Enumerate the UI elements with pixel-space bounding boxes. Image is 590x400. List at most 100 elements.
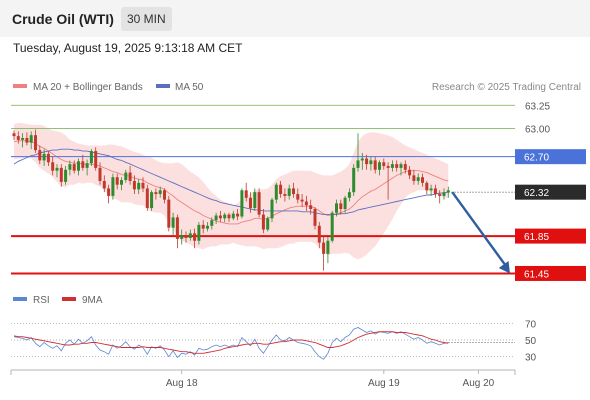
candle-body (16, 136, 20, 140)
candle-body (38, 150, 42, 161)
candle-body (89, 151, 93, 164)
candle-body (386, 166, 390, 168)
candle-body (356, 160, 360, 168)
candle-body (68, 164, 72, 170)
candle (270, 197, 274, 223)
candle-body (85, 163, 89, 168)
candle (218, 210, 222, 223)
candle (128, 166, 132, 185)
candle-body (309, 205, 313, 209)
candle (214, 212, 218, 224)
candle-body (283, 194, 287, 196)
candle-body (128, 172, 132, 181)
candle (197, 222, 201, 245)
candle (68, 160, 72, 176)
candle-body (335, 203, 338, 213)
candle-body (266, 218, 270, 230)
candle (412, 169, 416, 185)
projection-arrow-head (498, 261, 510, 274)
candle (206, 222, 209, 232)
candle (25, 132, 29, 146)
candles (12, 129, 450, 271)
ma50-legend-label: MA 50 (175, 82, 204, 93)
candle-body (326, 240, 330, 254)
level-label-61-45: 61.45 (524, 269, 549, 280)
candle (322, 235, 326, 271)
candle (283, 188, 287, 202)
candle-body (167, 199, 171, 228)
candle (94, 147, 98, 171)
ma50-line (13, 148, 449, 216)
candle-body (421, 177, 424, 183)
candle-body (12, 133, 16, 137)
candle-body (55, 167, 59, 171)
timeframe-button[interactable]: 30 MIN (121, 7, 172, 31)
candle (240, 188, 244, 219)
current-price-label: 62.32 (524, 188, 549, 199)
candle (416, 173, 420, 185)
candle-body (132, 180, 136, 190)
candle-body (236, 213, 240, 217)
candle-body (438, 194, 442, 196)
candle (347, 188, 351, 202)
candle-body (175, 217, 179, 239)
candle (150, 190, 154, 211)
candle-body (141, 182, 145, 189)
candle (279, 180, 283, 198)
candle (446, 186, 450, 198)
candle-body (158, 190, 162, 195)
candle (313, 207, 317, 230)
candle (210, 217, 214, 230)
level-tag-61-45 (515, 265, 586, 281)
candle (300, 194, 304, 208)
candle (356, 133, 360, 172)
candle (399, 162, 403, 176)
candle-body (206, 225, 209, 229)
candle (287, 184, 291, 200)
candle-body (240, 190, 244, 217)
candle-body (120, 180, 123, 185)
instrument-title: Crude Oil (WTI) (12, 11, 114, 27)
candle-body (369, 160, 373, 165)
level-label-63-00: 63.00 (525, 125, 550, 136)
candle-body (408, 169, 412, 176)
candle (46, 151, 50, 167)
candle (111, 173, 115, 200)
candle-body (107, 188, 111, 196)
candle-body (184, 235, 188, 238)
candle (438, 190, 442, 204)
main-legend: MA 20 + Bollinger Bands MA 50 Research ©… (13, 82, 581, 93)
candle-body (433, 188, 437, 195)
candle (339, 199, 343, 215)
candle-body (210, 220, 214, 226)
candle-body (425, 182, 429, 191)
candle-body (261, 214, 265, 230)
candle (421, 173, 424, 187)
candle-body (390, 164, 394, 168)
candle-body (150, 192, 154, 209)
candle-body (279, 184, 283, 195)
candle (390, 160, 394, 172)
time-axis: Aug 18 Aug 19 Aug 20 (10, 369, 516, 389)
candle-body (343, 197, 347, 209)
candle (365, 154, 369, 170)
candle-body (270, 199, 274, 219)
candle-body (317, 225, 321, 243)
candle (42, 149, 46, 167)
candle-body (21, 137, 25, 140)
candle (34, 129, 37, 153)
candle-body (72, 164, 76, 171)
candle (330, 210, 334, 243)
candle-body (382, 162, 386, 167)
candle-body (296, 194, 300, 200)
candle-body (111, 177, 115, 196)
candle-body (274, 184, 278, 200)
candle (102, 175, 106, 193)
candle-body (218, 215, 222, 219)
candle (175, 214, 179, 249)
candle-body (180, 235, 184, 239)
header-bar: Crude Oil (WTI) 30 MIN (0, 0, 590, 37)
candle-body (98, 167, 102, 181)
candle (171, 212, 175, 236)
